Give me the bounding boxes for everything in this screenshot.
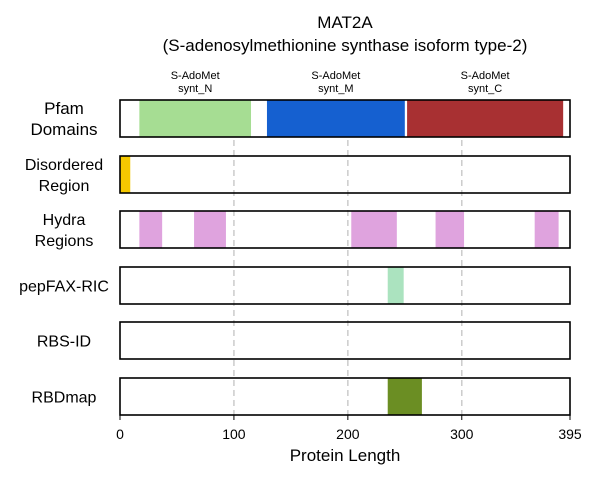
track-frame (119, 155, 571, 194)
track-label: RBS-ID (37, 334, 91, 351)
track-label: RBDmap (32, 390, 97, 407)
x-tick-label: 100 (222, 426, 246, 442)
track-segment (120, 156, 131, 193)
track-frame (119, 266, 571, 305)
x-tick-label: 300 (450, 426, 474, 442)
chart-subtitle: (S-adenosylmethionine synthase isoform t… (163, 36, 528, 55)
track-segment (407, 100, 564, 137)
track: RBS-ID (37, 321, 571, 360)
domain-label: synt_M (318, 83, 353, 95)
track-segment (351, 211, 397, 248)
x-tick-label: 395 (558, 426, 582, 442)
track-frame (119, 377, 571, 416)
domain-label: synt_C (468, 83, 502, 95)
track-label: Pfam (44, 99, 84, 118)
track-label: Hydra (43, 212, 86, 229)
track-frame (119, 210, 571, 249)
domain-label: S-AdoMet (311, 70, 360, 82)
track: RBDmap (32, 377, 571, 416)
track-segment (266, 100, 405, 137)
track-segment (534, 211, 559, 248)
track-label: pepFAX-RIC (19, 279, 109, 296)
track-segment (387, 378, 422, 415)
track: Hydra Regions (35, 210, 571, 250)
track: S-AdoMetsynt_NS-AdoMetsynt_MS-AdoMetsynt… (30, 70, 571, 139)
track-label: Regions (35, 233, 94, 250)
grid-lines (233, 100, 463, 415)
track-segment (194, 211, 226, 248)
track-label: Disordered (25, 157, 103, 174)
track-frame (119, 99, 571, 138)
x-tick-label: 0 (116, 426, 124, 442)
x-tick-label: 200 (336, 426, 360, 442)
tracks: S-AdoMetsynt_NS-AdoMetsynt_MS-AdoMetsynt… (19, 70, 571, 416)
track-label: Region (39, 178, 90, 195)
domain-label: S-AdoMet (461, 70, 510, 82)
track-label: Domains (30, 120, 97, 139)
track-frame (119, 321, 571, 360)
track: pepFAX-RIC (19, 266, 571, 305)
track-segment (139, 211, 163, 248)
track-segment (387, 267, 404, 304)
x-axis: 0 100 200 300 395 (116, 415, 582, 442)
domain-label: synt_N (178, 83, 212, 95)
track: Disordered Region (25, 155, 571, 195)
track-segment (435, 211, 465, 248)
chart-title: MAT2A (317, 13, 373, 32)
domain-label: S-AdoMet (171, 70, 220, 82)
track-segment (139, 100, 252, 137)
x-axis-label: Protein Length (290, 446, 401, 465)
